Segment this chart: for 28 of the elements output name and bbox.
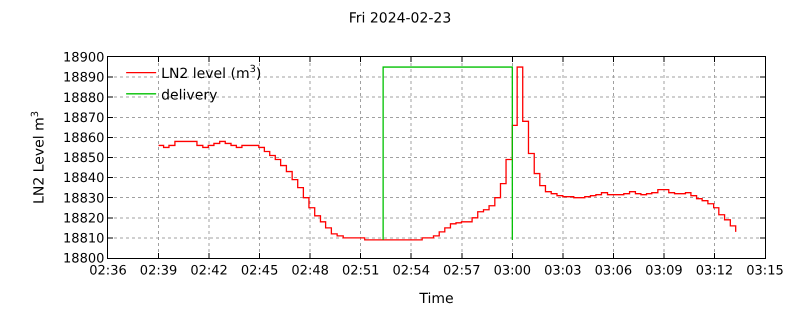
x-tick-label: 03:03: [544, 264, 582, 279]
y-tick-label: 18850: [63, 151, 104, 166]
y-tick-label: 18880: [63, 90, 104, 106]
y-tick-label: 18860: [63, 130, 104, 146]
x-tick-label: 03:00: [494, 264, 532, 279]
y-tick-label: 18830: [63, 191, 104, 206]
x-tick-label: 03:15: [746, 264, 784, 279]
chart-title: Fri 2024-02-23: [348, 10, 452, 27]
legend-label: delivery: [161, 87, 218, 104]
y-tick-label: 18900: [63, 50, 104, 66]
y-tick-label: 18820: [63, 211, 104, 226]
legend-label: LN2 level (m$^{3}$): [161, 64, 262, 82]
y-tick-label: 18810: [63, 231, 104, 246]
x-tick-label: 02:42: [190, 264, 228, 279]
x-tick-label: 02:54: [392, 264, 430, 279]
x-axis-title: Time: [418, 290, 454, 307]
y-tick-label: 18870: [63, 110, 104, 126]
x-tick-label: 02:45: [240, 264, 278, 279]
x-tick-label: 02:57: [443, 264, 481, 279]
y-tick-label: 18840: [63, 171, 104, 186]
x-tick-label: 02:39: [140, 264, 178, 279]
x-tick-label: 03:09: [645, 264, 683, 279]
x-tick-label: 03:06: [594, 264, 632, 279]
y-tick-label: 18890: [63, 70, 104, 86]
x-tick-label: 03:12: [696, 264, 734, 279]
x-tick-label: 02:48: [291, 264, 329, 279]
x-tick-label: 02:51: [342, 264, 380, 279]
x-tick-label: 02:36: [89, 264, 127, 279]
